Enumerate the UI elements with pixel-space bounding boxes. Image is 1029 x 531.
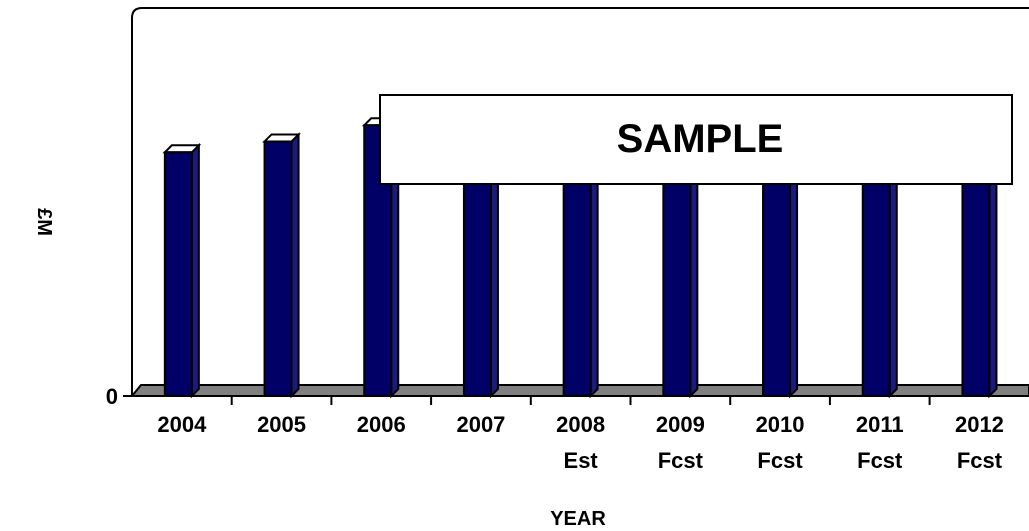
- bar-top: [262, 133, 301, 143]
- bar: [262, 132, 301, 399]
- bar-side: [290, 132, 300, 399]
- bar-front: [263, 140, 293, 397]
- bar-side: [190, 142, 200, 399]
- bar-top: [162, 144, 202, 154]
- x-tick-label: 2010: [756, 412, 805, 437]
- x-tick-marks: [230, 396, 931, 405]
- x-tick-label: Fcst: [857, 448, 903, 473]
- x-tick-label: 2009: [656, 412, 705, 437]
- x-tick-label: Fcst: [658, 448, 704, 473]
- bar: [162, 142, 202, 399]
- sample-watermark-label: SAMPLE: [617, 117, 784, 161]
- x-tick-label: 2008: [556, 412, 605, 437]
- y-axis-title: £M: [33, 208, 55, 236]
- x-tick-label: Fcst: [957, 448, 1003, 473]
- plot-frame: [131, 7, 1029, 44]
- x-tick-label: 2004: [157, 412, 207, 437]
- sample-watermark-box: [379, 94, 1013, 185]
- x-tick-label: Fcst: [757, 448, 803, 473]
- bar-front: [163, 151, 193, 397]
- x-tick-label: 2007: [456, 412, 505, 437]
- x-tick-label: 2006: [357, 412, 406, 437]
- x-tick-label: 2012: [955, 412, 1004, 437]
- y-tick-label: 0: [106, 384, 118, 409]
- x-tick-label: 2005: [257, 412, 306, 437]
- x-axis-title: YEAR: [550, 508, 606, 530]
- x-tick-labels: 2004 2005 2006 2007 2008 Est 2009 Fcst 2010 Fcst 2…: [157, 412, 1004, 473]
- x-tick-label: 2011: [856, 412, 904, 437]
- x-tick-label: Est: [564, 448, 599, 473]
